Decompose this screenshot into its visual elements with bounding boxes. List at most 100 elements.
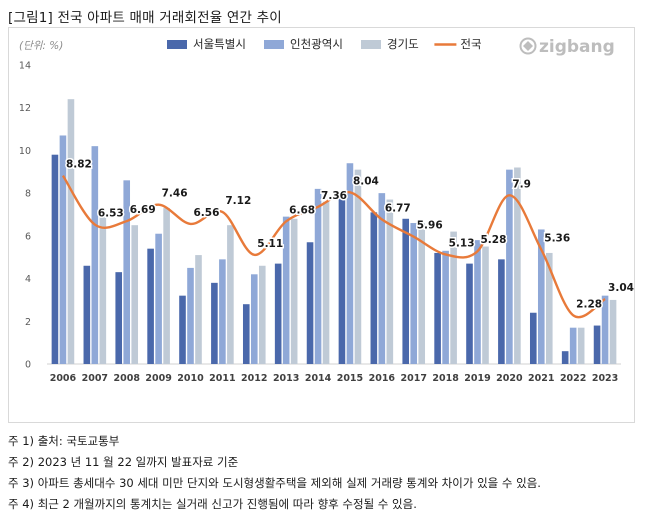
bar-2006 <box>59 135 67 364</box>
bar-2019 <box>474 240 481 364</box>
bar-2017 <box>418 223 426 364</box>
figure-title: [그림1] 전국 아파트 매매 거래회전율 연간 추이 <box>8 10 282 26</box>
data-label: 3.04 <box>608 282 634 294</box>
data-label: 6.68 <box>289 204 315 216</box>
bar-2022 <box>577 327 585 364</box>
bar-2009 <box>147 248 154 364</box>
zigbang-logo: zigbang <box>519 37 615 57</box>
bar-2006 <box>67 99 75 365</box>
bar-2012 <box>242 304 250 364</box>
y-tick-label: 4 <box>25 274 31 285</box>
data-label: 5.28 <box>481 234 507 246</box>
x-tick-label: 2019 <box>464 373 490 384</box>
bar-2015 <box>354 169 362 364</box>
x-tick-label: 2016 <box>369 373 396 384</box>
bar-2014 <box>306 242 314 364</box>
x-tick-label: 2017 <box>400 373 426 384</box>
bar-2014 <box>314 188 322 364</box>
y-tick-label: 0 <box>25 360 31 371</box>
bar-2016 <box>378 193 386 364</box>
national-line <box>61 174 606 319</box>
bar-2015 <box>346 163 354 364</box>
data-label: 5.96 <box>417 220 443 232</box>
bar-2009 <box>155 233 162 364</box>
bar-2010 <box>195 255 202 364</box>
bar-2012 <box>250 274 258 364</box>
bar-2016 <box>386 199 394 364</box>
legend-label: 인천광역시 <box>290 37 343 51</box>
x-tick-label: 2010 <box>177 373 204 384</box>
chart-svg: (단위: %) 0 2 4 6 8 10 12 14 2006 2007 2008 2009 2010 20… <box>19 37 634 384</box>
bar-2007 <box>91 146 99 364</box>
y-tick-label: 14 <box>19 61 31 72</box>
data-label: 7.12 <box>225 195 251 207</box>
bar-2019 <box>466 263 473 364</box>
bar-2018 <box>450 231 457 364</box>
data-label: 8.04 <box>353 175 379 187</box>
bar-2007 <box>99 214 107 364</box>
bar-2010 <box>179 295 186 364</box>
bar-2015 <box>338 197 346 364</box>
legend-swatch <box>264 40 284 49</box>
x-tick-label: 2021 <box>528 373 554 384</box>
bar-2012 <box>258 265 266 364</box>
data-label: 6.56 <box>194 207 220 219</box>
y-tick-label: 6 <box>25 231 31 242</box>
y-tick-label: 10 <box>19 146 31 157</box>
x-tick-label: 2009 <box>145 373 171 384</box>
x-tick-label: 2014 <box>305 373 332 384</box>
x-tick-label: 2012 <box>241 373 267 384</box>
data-label: 5.13 <box>449 237 475 249</box>
bar-2021 <box>545 252 553 364</box>
y-tick-label: 12 <box>19 103 31 114</box>
bar-2018 <box>442 250 449 364</box>
legend-swatch <box>361 40 381 49</box>
x-tick-label: 2023 <box>592 373 618 384</box>
notes: 주 1) 출처: 국토교통부 주 2) 2023 년 11 월 22 일까지 발… <box>8 431 541 515</box>
data-label: 7.36 <box>321 190 347 202</box>
x-tick-label: 2022 <box>560 373 586 384</box>
bar-2013 <box>282 216 290 364</box>
legend-label: 전국 <box>460 37 481 51</box>
x-tick-label: 2006 <box>50 373 77 384</box>
logo-text: zigbang <box>539 37 615 57</box>
legend-label: 서울특별시 <box>193 37 246 51</box>
bar-2011 <box>227 225 234 364</box>
data-label: 5.36 <box>544 233 570 245</box>
data-label: 5.11 <box>257 238 283 250</box>
y-tick-label: 8 <box>25 189 31 200</box>
bar-2018 <box>434 252 441 364</box>
bar-2017 <box>410 223 418 364</box>
bar-2023 <box>609 299 617 364</box>
bar-2013 <box>290 218 298 364</box>
legend-label: 경기도 <box>387 37 419 51</box>
data-label: 8.82 <box>66 159 92 171</box>
bar-2006 <box>51 154 59 364</box>
x-tick-label: 2013 <box>273 373 299 384</box>
bar-2008 <box>115 272 123 364</box>
bar-2011 <box>211 282 218 364</box>
logo-mark <box>523 41 533 51</box>
bar-2022 <box>569 327 577 364</box>
bar-2019 <box>482 246 489 364</box>
logo-mark <box>519 37 537 55</box>
bar-2007 <box>83 265 91 364</box>
bar-2014 <box>322 201 330 364</box>
unit-label: (단위: %) <box>19 40 63 52</box>
data-label: 6.69 <box>130 204 156 216</box>
data-label: 2.28 <box>576 298 602 310</box>
note-4: 주 4) 최근 2 개월까지의 통계치는 실거래 신고가 진행됨에 따라 향후 … <box>8 497 417 511</box>
x-tick-label: 2020 <box>496 373 523 384</box>
data-label: 6.53 <box>98 208 124 220</box>
bar-2020 <box>498 259 505 364</box>
x-tick-label: 2007 <box>82 373 108 384</box>
bar-2010 <box>187 267 194 364</box>
bar-2013 <box>274 263 282 364</box>
data-label: 7.9 <box>512 178 531 190</box>
x-tick-label: 2018 <box>432 373 459 384</box>
x-tick-label: 2008 <box>113 373 140 384</box>
data-label: 7.46 <box>162 188 188 200</box>
note-2: 주 2) 2023 년 11 월 22 일까지 발표자료 기준 <box>8 455 239 469</box>
legend-swatch <box>167 40 187 49</box>
note-1: 주 1) 출처: 국토교통부 <box>8 434 120 448</box>
